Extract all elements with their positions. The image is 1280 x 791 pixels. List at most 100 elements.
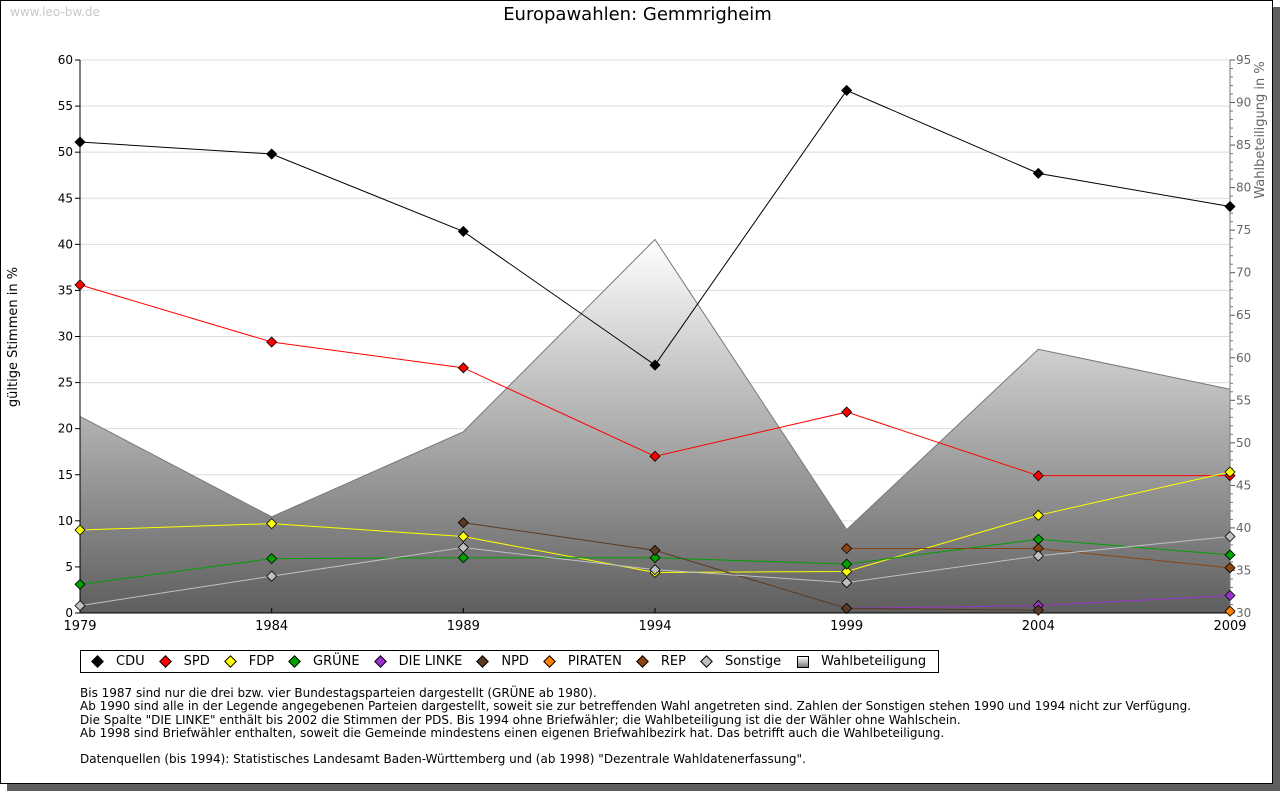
data-point-spd: [74, 279, 86, 291]
diamond-marker-icon: [700, 655, 713, 668]
y-tick-label: 20: [58, 422, 73, 436]
legend-label: FDP: [248, 654, 275, 669]
legend-label: CDU: [116, 654, 145, 669]
legend-item: FDP: [223, 654, 275, 669]
diamond-marker-icon: [223, 655, 237, 668]
y-tick-label: 10: [58, 514, 73, 528]
data-point-piraten: [1224, 605, 1236, 617]
legend-item: REP: [636, 654, 686, 669]
data-point-fdp: [457, 530, 469, 543]
data-point-sonstige: [1224, 530, 1236, 543]
turnout-area: [80, 239, 1230, 613]
chart-title: Europawahlen: Gemmrigheim: [503, 4, 772, 25]
x-tick-label: 1989: [447, 619, 480, 634]
data-point-grüne: [457, 552, 469, 564]
data-point-rep: [841, 542, 853, 555]
y2-tick-label: 60: [1236, 351, 1251, 365]
data-point-cdu: [457, 225, 469, 237]
y-tick-label: 50: [58, 145, 73, 159]
data-point-sonstige: [457, 541, 469, 554]
x-tick-label: 1994: [638, 619, 671, 634]
data-point-fdp: [841, 565, 853, 578]
legend-label: REP: [660, 654, 686, 669]
data-point-rep: [1224, 562, 1236, 574]
data-point-sonstige: [266, 570, 278, 582]
diamond-marker-icon: [636, 655, 649, 668]
y2-axis-label: Wahlbeteiligung in %: [1253, 61, 1268, 198]
square-marker-icon: [797, 655, 810, 668]
series-line-npd: [463, 522, 1039, 611]
footnote-line: Datenquellen (bis 1994): Statistisches L…: [80, 752, 806, 767]
y2-tick-label: 85: [1236, 138, 1251, 152]
legend-item: Wahlbeteiligung: [797, 654, 926, 669]
turnout-line: [79, 238, 1231, 531]
diamond-marker-icon: [91, 655, 104, 668]
y-tick-label: 40: [58, 237, 73, 251]
y-tick-label: 15: [58, 468, 73, 482]
data-point-spd: [1032, 470, 1044, 482]
y2-tick-label: 35: [1236, 563, 1251, 577]
diamond-marker-icon: [543, 655, 556, 668]
data-point-sonstige: [841, 577, 853, 589]
legend-label: PIRATEN: [567, 654, 622, 669]
y-tick-label: 30: [58, 330, 73, 344]
y2-tick-label: 95: [1236, 53, 1251, 67]
footnote-line: [80, 740, 1191, 753]
y2-tick-label: 65: [1236, 308, 1251, 322]
diamond-marker-icon: [158, 655, 172, 668]
data-point-cdu: [841, 84, 853, 96]
legend-label: DIE LINKE: [398, 654, 463, 669]
diamond-marker-icon: [373, 655, 387, 668]
x-tick-label: 2004: [1022, 619, 1055, 634]
legend-item: GRÜNE: [288, 654, 360, 669]
data-point-npd: [841, 602, 853, 614]
y-tick-label: 0: [65, 606, 73, 620]
data-point-grüne: [841, 558, 853, 570]
legend-item: SPD: [158, 654, 210, 669]
y-tick-label: 5: [65, 560, 73, 574]
legend-label: Sonstige: [724, 654, 782, 669]
y2-tick-label: 80: [1236, 181, 1251, 195]
x-tick-label: 1999: [830, 619, 863, 634]
data-point-grüne: [1224, 549, 1236, 561]
y2-tick-label: 75: [1236, 223, 1251, 237]
y2-tick-label: 55: [1236, 393, 1251, 407]
data-point-spd: [841, 406, 853, 418]
legend-item: DIE LINKE: [373, 654, 463, 669]
data-point-cdu: [649, 359, 661, 371]
y2-tick-label: 50: [1236, 436, 1251, 450]
y-axis-label: gültige Stimmen in %: [6, 267, 21, 407]
footnote-line: Ab 1990 sind alle in der Legende angegeb…: [80, 699, 1192, 714]
y2-tick-label: 70: [1236, 266, 1251, 280]
y-tick-label: 35: [58, 283, 73, 297]
data-point-npd: [1032, 604, 1044, 616]
y-tick-label: 55: [58, 99, 73, 113]
data-point-spd: [266, 336, 278, 348]
legend-item: Sonstige: [700, 654, 782, 669]
legend-item: NPD: [476, 654, 529, 669]
footnotes: Bis 1987 sind nur die drei bzw. vier Bun…: [80, 686, 1192, 767]
x-tick-label: 2009: [1213, 619, 1246, 634]
legend: CDU SPD FDP GRÜNE DIE LINKE NPD PIRATEN REP Sons…: [80, 650, 940, 673]
y-tick-label: 25: [58, 376, 73, 390]
y2-tick-label: 45: [1236, 478, 1251, 492]
footnote-line: Bis 1987 sind nur die drei bzw. vier Bun…: [80, 686, 597, 700]
footnote-line: Die Spalte "DIE LINKE" enthält bis 2002 …: [80, 712, 961, 727]
data-point-cdu: [266, 148, 278, 160]
data-point-grüne: [649, 552, 661, 564]
data-point-cdu: [1032, 167, 1044, 179]
legend-item: PIRATEN: [543, 654, 622, 669]
data-point-cdu: [74, 136, 86, 148]
data-point-sonstige: [649, 564, 661, 576]
chart-plot: 0 5 10 15 20 25 30 35 40 45 50 55 60 30 35 40 45 50 55 60 65…: [6, 53, 1268, 634]
data-point-sonstige: [74, 600, 86, 612]
data-point-npd: [457, 517, 469, 529]
data-point-fdp: [266, 518, 278, 530]
data-point-sonstige: [1032, 550, 1044, 562]
data-point-spd: [649, 450, 661, 462]
y2-tick-label: 40: [1236, 521, 1251, 535]
legend-label: NPD: [501, 654, 529, 669]
legend-label: GRÜNE: [313, 654, 360, 669]
diamond-marker-icon: [476, 655, 490, 668]
legend-label: SPD: [183, 654, 210, 669]
